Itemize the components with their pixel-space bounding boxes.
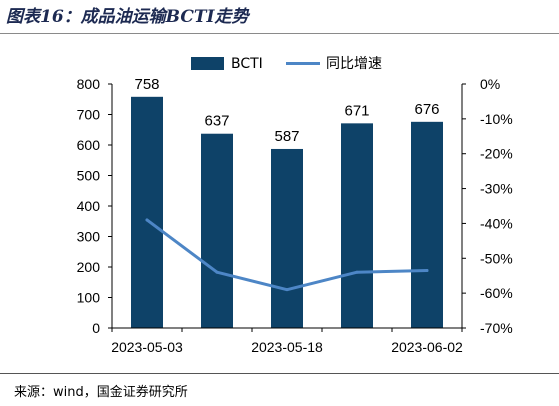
right-tick-label: -50% (480, 250, 513, 266)
yoy-point-2023-05-03 (145, 218, 149, 222)
bar-2023-05-03 (131, 96, 163, 328)
source-divider (0, 373, 559, 374)
bar-labels-group: 758 637 587 671 676 (134, 76, 439, 145)
left-axis-ticks: 0 100 200 300 400 500 600 700 800 (77, 76, 112, 336)
x-tick-label: 2023-05-18 (251, 339, 323, 355)
right-tick-label: -30% (480, 181, 513, 197)
left-tick-label: 0 (92, 320, 100, 336)
bars-group (131, 96, 443, 328)
x-tick-label: 2023-05-03 (111, 339, 183, 355)
title-divider (0, 33, 559, 34)
left-tick-label: 200 (77, 259, 101, 275)
left-tick-label: 600 (77, 137, 101, 153)
yoy-point-2023-05-25 (355, 270, 359, 274)
right-axis-ticks: 0% -10% -20% -30% -40% -50% -60% -70% (462, 76, 513, 336)
bar-2023-06-02 (411, 121, 443, 328)
bar-2023-05-18 (271, 148, 303, 328)
bar-value-label: 671 (344, 102, 369, 119)
legend-label-bcti: BCTI (231, 56, 263, 72)
right-tick-label: -20% (480, 146, 513, 162)
bar-2023-05-10 (201, 133, 233, 328)
bcti-chart: BCTI 同比增速 758 637 587 671 676 0 100 200 300 400 5… (77, 56, 513, 355)
bar-value-label: 637 (204, 113, 229, 130)
left-tick-label: 700 (77, 107, 101, 123)
left-tick-label: 100 (77, 290, 101, 306)
source-note: 来源：wind，国金证券研究所 (14, 385, 188, 400)
bar-value-label: 758 (134, 76, 159, 93)
right-tick-label: 0% (480, 76, 500, 92)
yoy-point-2023-06-02 (425, 268, 429, 272)
bar-value-label: 676 (414, 101, 439, 118)
yoy-point-2023-05-18 (285, 288, 289, 292)
yoy-point-2023-05-10 (215, 270, 219, 274)
legend-swatch-bcti (191, 57, 224, 70)
page-title: 图表16：成品油运输BCTI走势 (6, 7, 249, 27)
right-tick-label: -10% (480, 111, 513, 127)
legend-label-yoy: 同比增速 (326, 56, 382, 72)
right-tick-label: -40% (480, 215, 513, 231)
left-tick-label: 400 (77, 198, 101, 214)
yoy-line-group (145, 218, 429, 292)
left-tick-label: 500 (77, 168, 101, 184)
x-axis-ticks: 2023-05-03 2023-05-18 2023-06-02 (111, 328, 463, 355)
bar-2023-05-25 (341, 123, 373, 328)
left-tick-label: 800 (77, 76, 101, 92)
bar-value-label: 587 (274, 128, 299, 145)
x-tick-label: 2023-06-02 (391, 339, 463, 355)
legend: BCTI 同比增速 (191, 56, 382, 72)
right-tick-label: -70% (480, 320, 513, 336)
left-tick-label: 300 (77, 229, 101, 245)
right-tick-label: -60% (480, 285, 513, 301)
